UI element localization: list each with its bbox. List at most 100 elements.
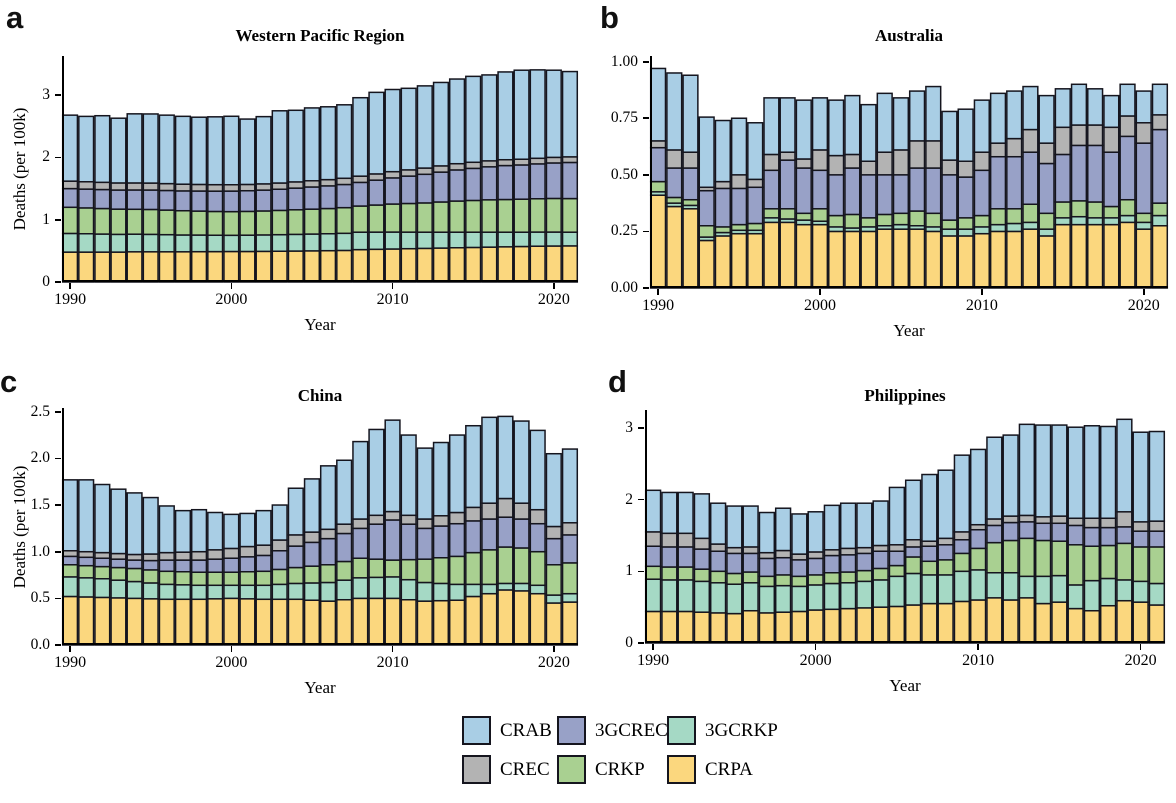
y-tick-label: 3 [42, 86, 50, 104]
x-axis-label: Year [304, 678, 336, 697]
stacked-bars-philippines [644, 410, 1166, 644]
x-axis-label: Year [893, 321, 925, 340]
x-tick-label: 1990 [54, 291, 87, 308]
x-tick-mark [230, 646, 233, 652]
legend-label: 3GCRKP [705, 720, 778, 741]
x-tick-label: 1990 [637, 652, 670, 669]
panel-title: Australia [875, 26, 943, 45]
x-tick-mark [230, 283, 233, 289]
y-tick-mark [638, 427, 644, 429]
y-tick-mark [55, 281, 61, 283]
y-tick-label: 2.5 [30, 402, 50, 420]
y-tick-mark [643, 174, 649, 176]
legend-swatch-crec [462, 755, 491, 784]
y-tick-mark [643, 117, 649, 120]
x-tick-label: 2010 [376, 654, 409, 671]
x-tick-mark [391, 646, 394, 652]
y-tick-label: 0.00 [610, 279, 638, 296]
legend-swatch-crkp [557, 755, 586, 784]
plot-area [649, 56, 1169, 289]
y-tick-label: 2.0 [30, 449, 50, 467]
y-tick-mark [55, 94, 61, 97]
legend-item-3gcrec: 3GCREC [557, 716, 668, 745]
y-tick-mark [55, 218, 61, 221]
legend-label: CREC [500, 759, 550, 780]
x-tick-mark [814, 644, 817, 650]
y-tick-label: 2 [625, 490, 633, 508]
y-tick-mark [55, 457, 61, 460]
x-tick-mark [69, 646, 71, 652]
panel-western-pacific-region: a Western Pacific Region Deaths (per 100… [0, 0, 588, 360]
panel-australia: b Australia Year 0.00 0.25 0.50 0.75 1.00 199… [588, 0, 1176, 360]
y-tick-label: 1.0 [30, 542, 50, 560]
legend-label: CRAB [500, 720, 552, 741]
stacked-bars-western-pacific-region [61, 56, 579, 283]
x-tick-label: 2010 [376, 291, 409, 308]
x-tick-label: 2020 [1127, 297, 1160, 314]
panel-letter: d [608, 364, 627, 399]
panel-title: Western Pacific Region [235, 26, 405, 45]
y-tick-label: 0 [625, 634, 633, 651]
y-tick-mark [55, 504, 61, 506]
stacked-bars-china [61, 408, 579, 646]
x-tick-mark [1139, 644, 1142, 650]
y-tick-mark [55, 550, 61, 553]
y-tick-mark [638, 642, 644, 644]
panel-title: China [297, 386, 343, 405]
y-tick-label: 1.00 [610, 52, 638, 70]
y-tick-mark [638, 570, 644, 573]
x-tick-label: 2020 [537, 654, 570, 671]
y-axis-label: Deaths (per 100k) [10, 465, 29, 588]
y-tick-label: 0.5 [30, 589, 50, 607]
x-tick-label: 2000 [799, 652, 832, 669]
y-tick-label: 0.0 [30, 636, 50, 653]
legend-swatch-3gcrkp [667, 716, 696, 745]
y-tick-label: 0.50 [610, 165, 638, 183]
y-tick-mark [55, 597, 61, 600]
y-tick-mark [643, 60, 649, 63]
legend-item-crkp: CRKP [557, 755, 667, 784]
x-tick-mark [69, 283, 71, 289]
x-axis-label: Year [889, 676, 921, 695]
x-tick-label: 2020 [537, 291, 570, 308]
x-tick-label: 2000 [803, 297, 836, 314]
legend-swatch-3gcrec [557, 716, 586, 745]
x-axis-label: Year [304, 315, 336, 334]
x-tick-label: 2010 [965, 297, 998, 314]
x-tick-label: 2010 [962, 652, 995, 669]
panel-letter: c [0, 364, 18, 399]
legend-item-crpa: CRPA [667, 755, 802, 784]
x-tick-label: 1990 [54, 654, 87, 671]
y-tick-label: 0.75 [610, 109, 638, 127]
y-tick-mark [643, 287, 649, 289]
plot-area [61, 56, 579, 283]
x-tick-mark [977, 644, 979, 650]
y-tick-mark [55, 644, 61, 646]
x-tick-mark [391, 283, 394, 289]
x-tick-mark [819, 289, 821, 295]
x-tick-label: 2000 [215, 654, 248, 671]
panel-china: c China Deaths (per 100k) Year 0.0 0.5 1.0… [0, 360, 588, 720]
plot-area [644, 410, 1166, 644]
legend-swatch-crab [462, 716, 491, 745]
panel-title: Philippines [864, 386, 946, 405]
legend-swatch-crpa [667, 755, 696, 784]
x-tick-mark [981, 289, 983, 295]
y-tick-label: 3 [625, 418, 633, 436]
y-tick-mark [638, 498, 644, 501]
y-tick-label: 2 [42, 148, 50, 166]
x-tick-mark [553, 646, 555, 652]
panel-letter: a [6, 0, 24, 35]
y-tick-mark [55, 410, 61, 413]
y-tick-mark [643, 230, 649, 233]
x-tick-label: 2020 [1124, 652, 1157, 669]
legend-item-crec: CREC [462, 755, 557, 784]
y-tick-mark [55, 156, 61, 159]
legend-label: CRPA [705, 759, 753, 780]
x-tick-mark [553, 283, 555, 289]
x-tick-mark [652, 644, 654, 650]
x-tick-label: 1990 [642, 297, 675, 314]
x-tick-mark [657, 289, 659, 295]
y-tick-label: 1 [625, 562, 633, 580]
